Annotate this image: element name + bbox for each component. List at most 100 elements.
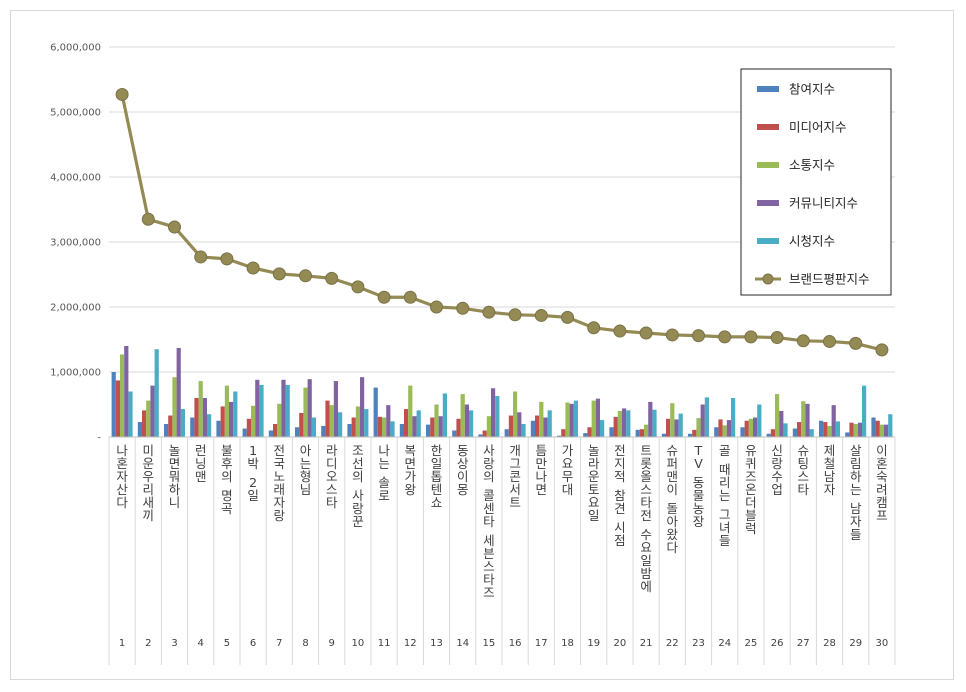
bar-커뮤니티지수-10 [360, 377, 365, 437]
bar-참여지수-11 [373, 387, 378, 437]
legend-label: 브랜드평판지수 [789, 272, 870, 287]
brand-reputation-chart: - 1,000,000 2,000,000 3,000,000 4,000,000 5,0… [50, 43, 896, 665]
bar-소통지수-5 [224, 385, 229, 437]
bar-미디어지수-1 [115, 380, 120, 437]
bar-시청지수-28 [835, 421, 840, 437]
bar-미디어지수-2 [142, 410, 147, 437]
line-point-8 [299, 269, 312, 283]
line-point-3 [168, 220, 181, 234]
bar-참여지수-17 [530, 420, 535, 437]
bar-시청지수-30 [888, 414, 893, 437]
line-point-22 [665, 328, 679, 342]
bar-미디어지수-9 [325, 400, 330, 437]
y-tick-label: 2,000,000 [50, 303, 101, 314]
bar-소통지수-29 [853, 424, 858, 437]
bar-커뮤니티지수-7 [281, 379, 286, 437]
bar-소통지수-25 [748, 418, 753, 437]
legend-swatch [757, 124, 779, 130]
bar-참여지수-20 [609, 427, 614, 437]
bar-미디어지수-3 [168, 415, 173, 437]
bar-시청지수-25 [757, 404, 762, 437]
bar-시청지수-5 [233, 391, 238, 437]
bar-참여지수-19 [583, 433, 588, 437]
bar-시청지수-12 [416, 410, 421, 437]
rank-label: 13 [430, 638, 443, 649]
bar-소통지수-19 [591, 400, 596, 437]
rank-label: 9 [329, 638, 335, 649]
bar-시청지수-20 [626, 410, 631, 437]
rank-label: 21 [640, 638, 653, 649]
bar-미디어지수-16 [508, 415, 513, 437]
bar-참여지수-29 [845, 432, 850, 437]
bar-미디어지수-24 [718, 419, 723, 437]
line-point-1 [115, 87, 129, 101]
y-tick-label: 5,000,000 [50, 108, 101, 119]
bar-커뮤니티지수-8 [307, 379, 312, 437]
legend-swatch [757, 238, 779, 244]
rank-label: 1 [119, 638, 125, 649]
bar-시청지수-3 [180, 409, 185, 437]
bar-소통지수-16 [513, 391, 518, 437]
bar-소통지수-24 [722, 425, 727, 437]
bar-미디어지수-20 [613, 416, 618, 437]
bar-커뮤니티지수-30 [884, 424, 889, 437]
y-tick-label: 1,000,000 [50, 368, 101, 379]
bar-미디어지수-12 [404, 409, 409, 437]
bar-참여지수-2 [137, 422, 142, 437]
bar-미디어지수-19 [587, 427, 592, 437]
bar-미디어지수-7 [273, 424, 278, 437]
bar-커뮤니티지수-13 [438, 416, 443, 437]
bar-시청지수-6 [259, 385, 264, 437]
y-tick-label: 3,000,000 [50, 238, 101, 249]
bar-소통지수-4 [198, 381, 203, 437]
bar-시청지수-17 [547, 410, 552, 437]
bar-참여지수-21 [635, 429, 640, 437]
bar-참여지수-15 [478, 434, 483, 437]
line-point-14 [456, 301, 470, 315]
bar-미디어지수-15 [482, 430, 487, 437]
bar-미디어지수-14 [456, 418, 461, 437]
rank-label: 5 [224, 638, 230, 649]
bar-커뮤니티지수-28 [831, 405, 836, 437]
bar-소통지수-28 [827, 425, 832, 437]
bar-미디어지수-17 [535, 415, 540, 437]
bar-커뮤니티지수-18 [569, 403, 574, 437]
bar-소통지수-18 [565, 402, 570, 437]
bar-소통지수-26 [775, 394, 780, 437]
rank-label: 27 [797, 638, 810, 649]
bar-시청지수-4 [207, 414, 212, 437]
bar-참여지수-28 [819, 420, 824, 437]
bar-미디어지수-30 [875, 420, 880, 437]
chart-frame: - 1,000,000 2,000,000 3,000,000 4,000,000 5,0… [10, 10, 954, 680]
bar-참여지수-13 [426, 424, 431, 437]
bar-미디어지수-26 [770, 429, 775, 437]
bar-시청지수-24 [731, 398, 736, 437]
line-point-24 [718, 330, 732, 344]
line-point-18 [561, 310, 574, 324]
legend-label: 시청지수 [789, 234, 835, 249]
line-point-5 [220, 252, 234, 266]
bar-series [111, 346, 893, 437]
bar-참여지수-22 [661, 433, 666, 437]
bar-소통지수-6 [251, 405, 256, 437]
bar-커뮤니티지수-1 [124, 346, 129, 437]
legend-label: 미디어지수 [789, 120, 847, 135]
bar-소통지수-14 [460, 394, 465, 437]
bar-미디어지수-5 [220, 406, 225, 437]
bar-시청지수-26 [783, 423, 788, 437]
line-point-6 [246, 261, 260, 275]
bar-미디어지수-4 [194, 398, 199, 437]
rank-label: 26 [771, 638, 784, 649]
bar-커뮤니티지수-20 [622, 408, 627, 437]
